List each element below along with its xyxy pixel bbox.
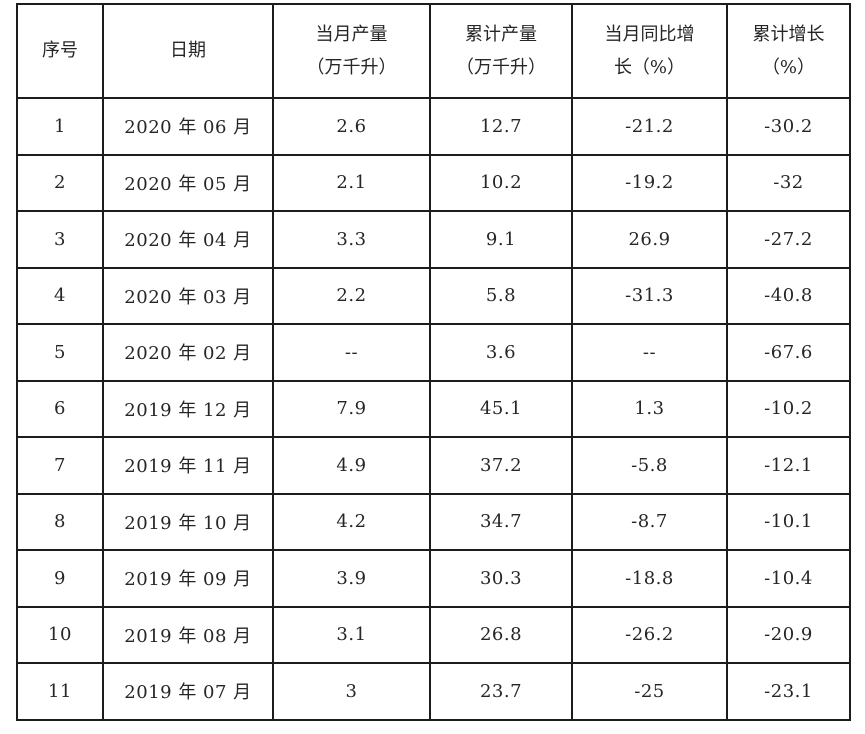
cell-seq: 1	[16, 97, 104, 156]
cell-monthly-output: 4.9	[272, 436, 431, 495]
col-header-monthly-output: 当月产量 （万千升）	[272, 3, 431, 99]
cell-monthly-yoy-growth: -25	[571, 662, 728, 721]
col-header-date: 日期	[102, 3, 274, 99]
cell-cumulative-output: 26.8	[429, 605, 573, 664]
cell-date: 2019 年 10 月	[102, 492, 274, 551]
cell-cumulative-output: 12.7	[429, 97, 573, 156]
cell-date: 2020 年 05 月	[102, 153, 274, 212]
table-row: 2 2020 年 05 月 2.1 10.2 -19.2 -32	[16, 153, 851, 212]
cell-seq: 4	[16, 266, 104, 325]
cell-seq: 10	[16, 605, 104, 664]
production-table: 序号 日期 当月产量 （万千升） 累计产量 （万千升） 当月同比增 长（%） 累…	[16, 3, 851, 721]
cell-cumulative-growth: -27.2	[726, 210, 851, 269]
cell-cumulative-growth: -23.1	[726, 662, 851, 721]
table-row: 9 2019 年 09 月 3.9 30.3 -18.8 -10.4	[16, 549, 851, 608]
cell-date: 2019 年 11 月	[102, 436, 274, 495]
cell-monthly-yoy-growth: -18.8	[571, 549, 728, 608]
cell-monthly-output: 3	[272, 662, 431, 721]
table-row: 11 2019 年 07 月 3 23.7 -25 -23.1	[16, 662, 851, 721]
cell-monthly-output: 2.1	[272, 153, 431, 212]
cell-monthly-yoy-growth: -19.2	[571, 153, 728, 212]
cell-seq: 11	[16, 662, 104, 721]
cell-cumulative-growth: -32	[726, 153, 851, 212]
cell-monthly-output: 2.2	[272, 266, 431, 325]
cell-monthly-yoy-growth: -5.8	[571, 436, 728, 495]
cell-seq: 9	[16, 549, 104, 608]
table-row: 7 2019 年 11 月 4.9 37.2 -5.8 -12.1	[16, 436, 851, 495]
cell-seq: 7	[16, 436, 104, 495]
cell-monthly-yoy-growth: -31.3	[571, 266, 728, 325]
cell-cumulative-growth: -10.4	[726, 549, 851, 608]
col-header-cumulative-growth: 累计增长 （%）	[726, 3, 851, 99]
cell-date: 2020 年 03 月	[102, 266, 274, 325]
table-row: 3 2020 年 04 月 3.3 9.1 26.9 -27.2	[16, 210, 851, 269]
cell-cumulative-growth: -12.1	[726, 436, 851, 495]
col-header-cumulative-output: 累计产量 （万千升）	[429, 3, 573, 99]
cell-cumulative-growth: -30.2	[726, 97, 851, 156]
cell-monthly-output: 4.2	[272, 492, 431, 551]
table-row: 6 2019 年 12 月 7.9 45.1 1.3 -10.2	[16, 379, 851, 438]
table-row: 4 2020 年 03 月 2.2 5.8 -31.3 -40.8	[16, 266, 851, 325]
cell-cumulative-output: 34.7	[429, 492, 573, 551]
cell-cumulative-output: 3.6	[429, 323, 573, 382]
cell-monthly-yoy-growth: -21.2	[571, 97, 728, 156]
cell-cumulative-output: 23.7	[429, 662, 573, 721]
table-header-row: 序号 日期 当月产量 （万千升） 累计产量 （万千升） 当月同比增 长（%） 累…	[16, 3, 851, 99]
cell-monthly-output: 2.6	[272, 97, 431, 156]
cell-cumulative-growth: -10.2	[726, 379, 851, 438]
col-header-monthly-yoy-growth: 当月同比增 长（%）	[571, 3, 728, 99]
cell-date: 2019 年 09 月	[102, 549, 274, 608]
table-row: 5 2020 年 02 月 -- 3.6 -- -67.6	[16, 323, 851, 382]
cell-cumulative-growth: -20.9	[726, 605, 851, 664]
table-row: 1 2020 年 06 月 2.6 12.7 -21.2 -30.2	[16, 97, 851, 156]
cell-monthly-yoy-growth: -8.7	[571, 492, 728, 551]
cell-cumulative-output: 10.2	[429, 153, 573, 212]
cell-monthly-output: 3.9	[272, 549, 431, 608]
cell-date: 2019 年 08 月	[102, 605, 274, 664]
cell-seq: 6	[16, 379, 104, 438]
cell-seq: 3	[16, 210, 104, 269]
cell-cumulative-output: 30.3	[429, 549, 573, 608]
cell-cumulative-growth: -10.1	[726, 492, 851, 551]
cell-seq: 2	[16, 153, 104, 212]
cell-monthly-output: --	[272, 323, 431, 382]
cell-monthly-output: 3.3	[272, 210, 431, 269]
cell-seq: 5	[16, 323, 104, 382]
cell-monthly-output: 7.9	[272, 379, 431, 438]
cell-monthly-output: 3.1	[272, 605, 431, 664]
cell-seq: 8	[16, 492, 104, 551]
cell-date: 2020 年 04 月	[102, 210, 274, 269]
cell-date: 2020 年 02 月	[102, 323, 274, 382]
cell-cumulative-growth: -40.8	[726, 266, 851, 325]
cell-cumulative-output: 37.2	[429, 436, 573, 495]
cell-monthly-yoy-growth: -26.2	[571, 605, 728, 664]
cell-cumulative-output: 45.1	[429, 379, 573, 438]
cell-date: 2019 年 12 月	[102, 379, 274, 438]
cell-cumulative-output: 9.1	[429, 210, 573, 269]
cell-monthly-yoy-growth: 1.3	[571, 379, 728, 438]
cell-cumulative-output: 5.8	[429, 266, 573, 325]
cell-monthly-yoy-growth: 26.9	[571, 210, 728, 269]
table-row: 10 2019 年 08 月 3.1 26.8 -26.2 -20.9	[16, 605, 851, 664]
cell-date: 2019 年 07 月	[102, 662, 274, 721]
table-row: 8 2019 年 10 月 4.2 34.7 -8.7 -10.1	[16, 492, 851, 551]
col-header-seq: 序号	[16, 3, 104, 99]
cell-date: 2020 年 06 月	[102, 97, 274, 156]
cell-monthly-yoy-growth: --	[571, 323, 728, 382]
cell-cumulative-growth: -67.6	[726, 323, 851, 382]
